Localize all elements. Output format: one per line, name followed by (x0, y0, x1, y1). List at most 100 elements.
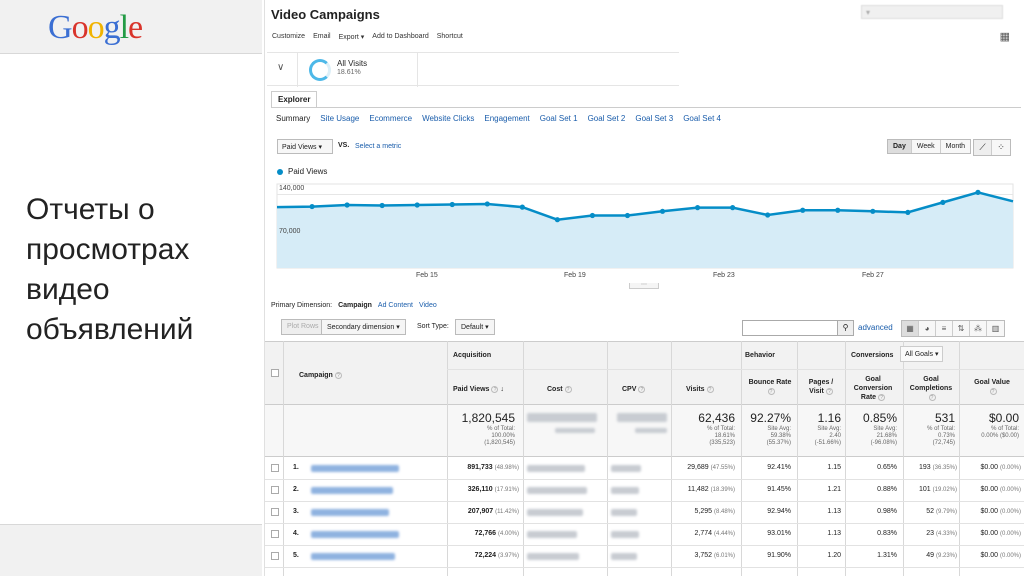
segment-name[interactable]: All Visits (337, 59, 368, 68)
metric-dropdown[interactable]: Paid Views ▾ (277, 139, 333, 154)
sort-type-dropdown[interactable]: Default ▾ (455, 319, 495, 335)
sub-label: % of Total: (927, 426, 955, 432)
col-cost-header[interactable]: Cost? (547, 385, 572, 394)
col-campaign-header[interactable]: Campaign? (299, 371, 342, 380)
visits-value: 5,295 (694, 508, 713, 515)
shortcut-button[interactable]: Shortcut (436, 33, 463, 40)
col-visits-header[interactable]: Visits? (686, 385, 714, 394)
sort-desc-icon[interactable]: ↓ (500, 386, 504, 393)
comparison-icon[interactable]: ⇅ (953, 321, 970, 336)
total-gc: 531 (934, 411, 955, 425)
help-icon[interactable]: ? (989, 387, 997, 395)
data-point (414, 202, 420, 208)
col-goal-value-header[interactable]: Goal Value? (963, 378, 1021, 396)
redacted-cpv (611, 487, 639, 494)
motion-chart-icon[interactable]: ⁘ (992, 140, 1010, 155)
subtab-summary[interactable]: Summary (276, 114, 311, 123)
subtab-ecommerce[interactable]: Ecommerce (369, 114, 413, 123)
cell-gv: $0.00 (0.00%) (961, 464, 1022, 471)
period-month-button[interactable]: Month (940, 140, 971, 153)
col-goal-conv-rate-header[interactable]: Goal Conversion Rate? (845, 375, 901, 402)
customize-button[interactable]: Customize (272, 33, 306, 40)
redacted-campaign-link[interactable] (311, 487, 393, 494)
subtab-engagement[interactable]: Engagement (484, 114, 530, 123)
table-search-input[interactable] (742, 320, 838, 336)
redacted-campaign-link[interactable] (311, 553, 395, 560)
help-icon[interactable]: ? (706, 385, 714, 393)
row-checkbox[interactable] (271, 530, 279, 538)
chart-resize-handle[interactable]: ⋯ (629, 282, 659, 289)
advanced-filter-link[interactable]: advanced (858, 323, 893, 332)
help-icon[interactable]: ? (928, 393, 936, 401)
help-icon[interactable]: ? (564, 385, 572, 393)
select-metric-link[interactable]: Select a metric (355, 143, 402, 150)
subtab-goal-set-1[interactable]: Goal Set 1 (539, 114, 578, 123)
help-icon[interactable]: ? (767, 387, 775, 395)
subtab-site-usage[interactable]: Site Usage (320, 114, 360, 123)
performance-icon[interactable]: ≡ (936, 321, 953, 336)
data-table-icon[interactable]: ▦ (902, 321, 919, 336)
redacted-campaign-link[interactable] (311, 509, 389, 516)
divider (417, 53, 418, 87)
dimension-ad-content-link[interactable]: Ad Content (377, 302, 413, 309)
plot-rows-button[interactable]: Plot Rows (281, 319, 325, 335)
column-divider (671, 341, 672, 576)
col-paid-views-header[interactable]: Paid Views? ↓ (453, 385, 504, 394)
dimension-video-link[interactable]: Video (418, 302, 437, 309)
help-icon[interactable]: ? (878, 393, 886, 401)
row-checkbox[interactable] (271, 508, 279, 516)
email-button[interactable]: Email (313, 33, 331, 40)
tab-explorer[interactable]: Explorer (271, 91, 318, 108)
period-day-button[interactable]: Day (888, 140, 912, 153)
cell-gcr: 0.83% (877, 530, 897, 537)
row-divider (265, 545, 1024, 546)
redacted-campaign-link[interactable] (311, 531, 399, 538)
gc-value: 49 (926, 552, 935, 559)
goals-dropdown[interactable]: All Goals ▾ (900, 346, 944, 362)
primary-dimension-label: Primary Dimension: (271, 302, 333, 309)
subtab-goal-set-2[interactable]: Goal Set 2 (587, 114, 626, 123)
account-selector[interactable]: ▾ (861, 5, 1003, 19)
total-gv-sub: % of Total: 0.00% ($0.00) (955, 426, 1019, 440)
chevron-down-icon[interactable]: ∨ (277, 62, 285, 73)
help-icon[interactable]: ? (491, 385, 499, 393)
col-goal-completions-header[interactable]: Goal Completions? (903, 375, 959, 402)
search-icon[interactable]: ⚲ (837, 320, 854, 336)
cell-bounce: 91.45% (767, 486, 791, 493)
row-number: 2. (293, 486, 299, 493)
term-cloud-icon[interactable]: ⁂ (970, 321, 987, 336)
grid-settings-icon[interactable]: ▦ (999, 31, 1010, 43)
subtab-website-clicks[interactable]: Website Clicks (422, 114, 475, 123)
report-title: Video Campaigns (271, 7, 380, 22)
pivot-icon[interactable]: ▥ (987, 321, 1004, 336)
sub-base: (335,523) (709, 440, 735, 446)
col-pages-header[interactable]: Pages / Visit? (799, 378, 843, 396)
subtab-goal-set-4[interactable]: Goal Set 4 (683, 114, 721, 123)
subtab-goal-set-3[interactable]: Goal Set 3 (635, 114, 674, 123)
secondary-dimension-dropdown[interactable]: Secondary dimension ▾ (321, 319, 406, 335)
redacted-campaign-link[interactable] (311, 465, 399, 472)
help-icon[interactable]: ? (825, 387, 833, 395)
column-divider (523, 341, 524, 576)
col-cpv-header[interactable]: CPV? (622, 385, 646, 394)
pie-chart-icon[interactable]: ◕ (919, 321, 936, 336)
row-checkbox[interactable] (271, 486, 279, 494)
period-week-button[interactable]: Week (911, 140, 941, 153)
cell-visits: 2,774 (4.44%) (665, 530, 736, 537)
line-chart-icon[interactable]: ⟋ (974, 140, 992, 155)
select-all-checkbox[interactable] (271, 369, 279, 377)
col-pages-label-2: Visit (809, 388, 824, 395)
paid-views-value: 891,733 (467, 464, 493, 471)
row-checkbox[interactable] (271, 464, 279, 472)
col-bounce-header[interactable]: Bounce Rate? (742, 378, 798, 396)
visits-pct: (47.55%) (710, 465, 735, 471)
help-icon[interactable]: ? (334, 371, 342, 379)
data-point (940, 199, 946, 205)
row-number: 5. (293, 552, 299, 559)
add-to-dashboard-button[interactable]: Add to Dashboard (372, 33, 429, 40)
export-button[interactable]: Export ▾ (338, 34, 365, 41)
total-bounce-sub: Site Avg: 59.38% (55.37%) (735, 426, 791, 447)
help-icon[interactable]: ? (638, 385, 646, 393)
row-checkbox[interactable] (271, 552, 279, 560)
